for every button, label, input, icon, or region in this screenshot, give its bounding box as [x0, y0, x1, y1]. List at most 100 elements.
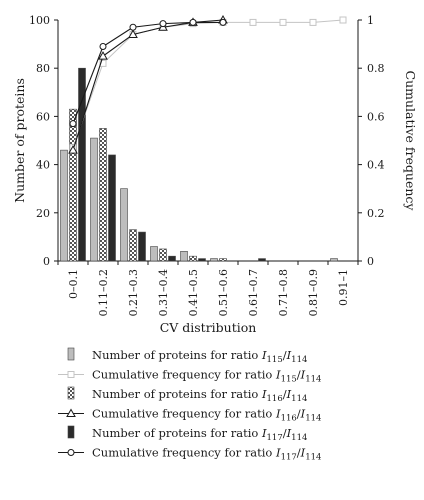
- x-tick-label: 0.41–0.5: [187, 269, 200, 317]
- legend-label-symbol: I: [275, 446, 281, 460]
- legend-label-sub1: 117: [267, 433, 283, 443]
- legend-label-sub1: 117: [281, 453, 297, 463]
- cumulative-line-series3: [72, 21, 223, 124]
- x-tick-label: 0.11–0.2: [97, 269, 110, 317]
- legend-label-sub2: 114: [305, 453, 321, 463]
- bar-series2-3: [159, 248, 167, 262]
- cumulative-point-series2-2: [128, 29, 138, 38]
- legend-label: Number of proteins for ratio I115/I114: [92, 348, 307, 365]
- bar-series3-2: [138, 231, 146, 262]
- cumulative-point-series1-6: [249, 18, 257, 26]
- y-right-tick-label: 0.2: [367, 207, 385, 220]
- y-tick-label: 80: [36, 62, 50, 75]
- legend-label-slash: /: [297, 407, 301, 421]
- legend-label-symbol: I: [261, 426, 267, 440]
- cumulative-point-series2-0: [68, 145, 78, 154]
- legend-swatch-marker: [67, 449, 75, 456]
- bar-series1-0: [60, 149, 68, 262]
- legend-label-sub1: 116: [281, 414, 297, 424]
- legend-label-sub1: 115: [267, 355, 283, 365]
- legend-label-symbol: I: [286, 387, 292, 401]
- bar-series2-0: [69, 108, 77, 262]
- legend-label-main: Number of proteins for ratio: [92, 348, 262, 362]
- legend-label-main: Number of proteins for ratio: [92, 387, 262, 401]
- cumulative-point-series3-1: [99, 43, 107, 51]
- legend-label-symbol: I: [300, 446, 306, 460]
- legend-label-main: Cumulative frequency for ratio: [92, 407, 276, 421]
- x-tick-label: 0.71–0.8: [277, 269, 290, 317]
- x-tick-label: 0.31–0.4: [157, 269, 170, 317]
- legend-label-main: Cumulative frequency for ratio: [92, 368, 276, 382]
- x-tick-label: 0.61–0.7: [247, 269, 260, 317]
- cumulative-point-series3-5: [219, 18, 227, 26]
- x-tick-label: 0.51–0.6: [217, 269, 230, 317]
- legend-swatch-bar: [67, 425, 75, 439]
- y-tick-label: 20: [36, 207, 50, 220]
- legend-label-sub1: 115: [281, 375, 297, 385]
- bar-series3-4: [198, 258, 206, 262]
- legend-label: Cumulative frequency for ratio I117/I114: [92, 446, 321, 463]
- y-tick-label: 100: [29, 14, 50, 27]
- bar-series1-1: [90, 137, 98, 262]
- legend-item-1: Number of proteins for ratio I115/I114: [67, 347, 307, 365]
- cumulative-point-series3-4: [189, 18, 197, 26]
- y-tick-label: 60: [36, 110, 50, 123]
- bar-series3-0: [78, 67, 86, 262]
- legend-swatch-bar: [67, 347, 75, 361]
- y-right-axis-title: Cumulative frequency: [403, 71, 418, 212]
- cumulative-point-series1-8: [309, 18, 317, 26]
- legend-label-symbol: I: [286, 348, 292, 362]
- legend-label: Cumulative frequency for ratio I116/I114: [92, 407, 321, 424]
- bar-series3-3: [168, 255, 176, 262]
- bar-series3-6: [258, 258, 266, 262]
- x-tick-label: 0.81–0.9: [307, 269, 320, 317]
- legend-label-sub1: 116: [267, 394, 283, 404]
- legend-swatch-marker: [66, 408, 76, 417]
- legend-label-sub2: 114: [291, 394, 307, 404]
- cumulative-line-series1: [72, 19, 344, 148]
- legend-label-symbol: I: [261, 348, 267, 362]
- legend-label-main: Number of proteins for ratio: [92, 426, 262, 440]
- y-right-tick-label: 1: [367, 14, 374, 27]
- cumulative-point-series3-2: [129, 23, 137, 31]
- legend-item-6: Cumulative frequency for ratio I117/I114: [58, 446, 321, 463]
- x-tick-label: 0.21–0.3: [127, 269, 140, 317]
- bar-series3-1: [108, 154, 116, 262]
- legend-label-symbol: I: [286, 426, 292, 440]
- legend-item-2: Cumulative frequency for ratio I115/I114: [58, 368, 321, 385]
- legend-label: Number of proteins for ratio I116/I114: [92, 387, 307, 404]
- y-right-tick-label: 0.6: [367, 110, 385, 123]
- cumulative-point-series3-0: [69, 120, 77, 128]
- legend-label: Cumulative frequency for ratio I115/I114: [92, 368, 321, 385]
- bar-series1-3: [150, 246, 158, 262]
- legend-label-slash: /: [283, 387, 287, 401]
- legend-label-sub2: 114: [291, 355, 307, 365]
- legend-label-slash: /: [283, 348, 287, 362]
- bar-series2-1: [99, 128, 107, 262]
- x-axis-title: CV distribution: [160, 320, 257, 335]
- legend-label-main: Cumulative frequency for ratio: [92, 446, 276, 460]
- legend-label-slash: /: [297, 446, 301, 460]
- legend-label-sub2: 114: [305, 414, 321, 424]
- legend-label-slash: /: [283, 426, 287, 440]
- y-right-tick-label: 0.4: [367, 159, 385, 172]
- bar-series1-2: [120, 188, 128, 262]
- legend-label-slash: /: [297, 368, 301, 382]
- y-right-tick-label: 0: [367, 255, 374, 268]
- legend-swatch-marker: [67, 371, 75, 378]
- x-tick-label: 0–0.1: [67, 269, 80, 299]
- cumulative-point-series2-1: [98, 51, 108, 60]
- y-right-tick-label: 0.8: [367, 62, 385, 75]
- cumulative-point-series1-9: [339, 16, 347, 24]
- plot-area: 0 20 40 60 80 100 0 0.2 0.4 0.6 0.8 1 0–0.1 0.11–0.2 0…: [12, 14, 418, 335]
- x-tick-label: 0.91–1: [337, 269, 350, 306]
- legend-label-symbol: I: [300, 368, 306, 382]
- y-axis-title: Number of proteins: [12, 78, 27, 203]
- bar-series1-9: [330, 258, 338, 262]
- legend-label-sub2: 114: [305, 375, 321, 385]
- bar-series2-2: [129, 229, 137, 262]
- bar-series2-5: [219, 258, 227, 262]
- y-tick-label: 40: [36, 159, 50, 172]
- legend-item-4: Cumulative frequency for ratio I116/I114: [58, 407, 321, 424]
